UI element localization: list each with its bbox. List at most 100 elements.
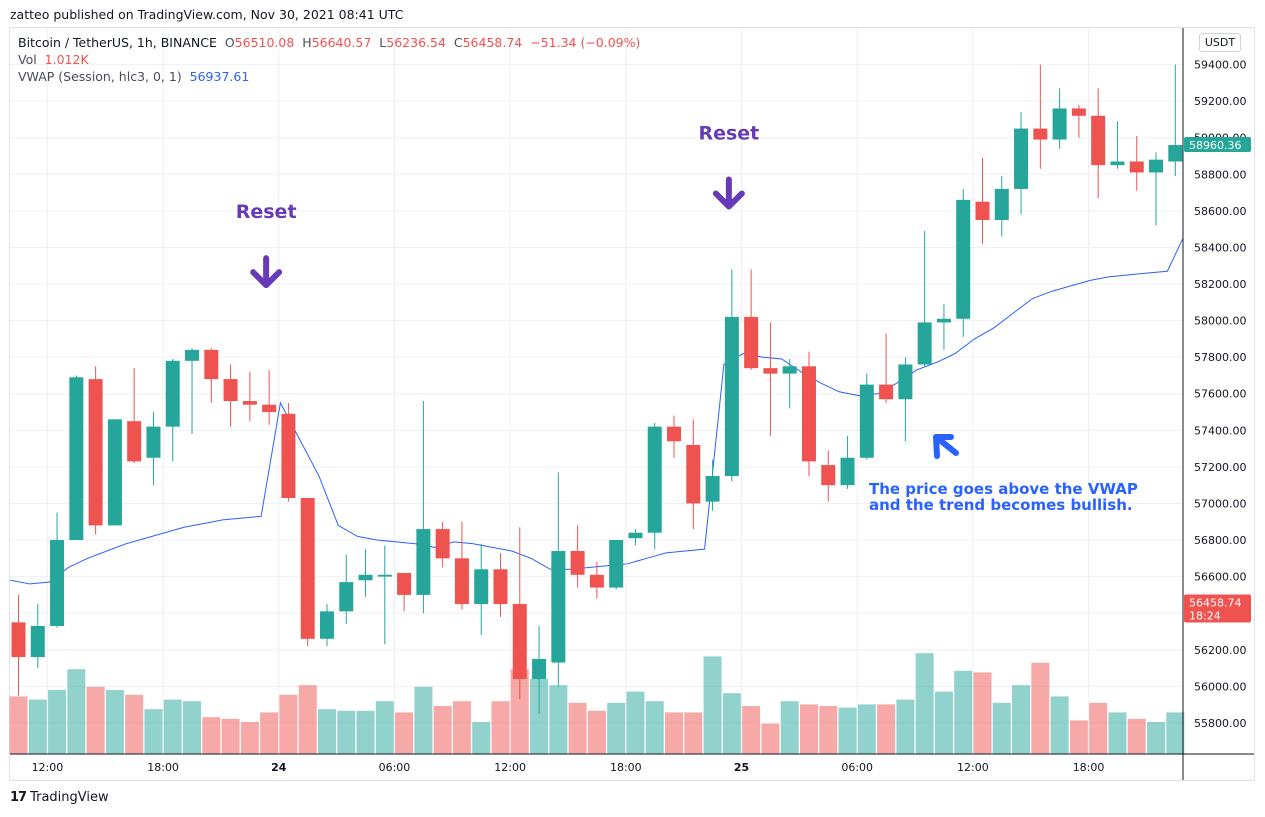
candle[interactable] [127, 368, 142, 464]
publish-info: zatteo published on TradingView.com, Nov… [10, 7, 404, 22]
candle[interactable] [532, 625, 547, 714]
candle[interactable] [1091, 88, 1106, 199]
candle[interactable] [898, 357, 913, 442]
candle[interactable] [647, 423, 662, 550]
candle[interactable] [589, 561, 604, 599]
candle[interactable] [262, 369, 277, 425]
candle-body [1014, 128, 1029, 189]
candle-body [859, 384, 874, 458]
x-tick-label: 25 [734, 761, 749, 774]
candle[interactable] [1033, 64, 1048, 169]
candle[interactable] [242, 371, 257, 422]
candle[interactable] [454, 521, 469, 610]
bullish-note-line: and the trend becomes bullish. [869, 496, 1133, 514]
y-tick-label: 55800.00 [1194, 717, 1247, 730]
candle[interactable] [493, 552, 508, 617]
candle[interactable] [1014, 112, 1029, 215]
candle[interactable] [821, 450, 836, 502]
candle[interactable] [744, 269, 759, 370]
candle[interactable] [763, 322, 778, 436]
candle[interactable] [165, 358, 180, 462]
candle[interactable] [185, 348, 200, 434]
candle[interactable] [956, 188, 971, 338]
candle[interactable] [435, 521, 450, 568]
candle[interactable] [551, 472, 566, 687]
candle[interactable] [512, 527, 527, 700]
candle-body [589, 574, 604, 588]
volume-bar [144, 709, 163, 754]
candle[interactable] [300, 497, 315, 647]
volume-bar [67, 669, 86, 754]
candle-body [127, 421, 142, 462]
candle[interactable] [801, 351, 816, 477]
candle[interactable] [705, 459, 720, 511]
vol-label[interactable]: Vol [18, 52, 37, 67]
candle[interactable] [879, 333, 894, 403]
volume-bar [279, 694, 298, 754]
volume-bar [125, 694, 144, 754]
candle[interactable] [628, 529, 643, 546]
candle[interactable] [917, 230, 932, 367]
volume-bar [48, 690, 67, 754]
candle[interactable] [1110, 121, 1125, 169]
candle[interactable] [397, 572, 412, 612]
volume-bar [703, 656, 722, 754]
volume-bar [857, 704, 876, 754]
candle[interactable] [223, 364, 238, 427]
candle[interactable] [281, 402, 296, 502]
candle[interactable] [1129, 135, 1144, 191]
volume-bar [28, 699, 47, 754]
candle[interactable] [416, 401, 431, 614]
candle[interactable] [570, 525, 585, 588]
candle[interactable] [1168, 64, 1183, 177]
candle[interactable] [107, 419, 122, 526]
candle[interactable] [994, 176, 1009, 237]
candle[interactable] [339, 554, 354, 625]
candle-body [377, 574, 392, 577]
candle[interactable] [609, 540, 624, 590]
candle[interactable] [50, 512, 65, 628]
candle[interactable] [724, 269, 739, 482]
volume-bar [86, 686, 105, 754]
candle-body [11, 622, 26, 658]
candle[interactable] [782, 358, 797, 409]
volume-bar [221, 718, 240, 754]
candle-body [956, 199, 971, 319]
y-tick-label: 57000.00 [1194, 497, 1247, 510]
candle[interactable] [840, 435, 855, 489]
y-tick-label: 58600.00 [1194, 205, 1247, 218]
volume-bar [163, 699, 182, 754]
candle-body [223, 379, 238, 402]
candle[interactable] [319, 604, 334, 647]
candle-body [358, 574, 373, 581]
candle[interactable] [146, 412, 161, 486]
currency-button[interactable]: USDT [1199, 33, 1241, 52]
candle[interactable] [358, 549, 373, 597]
candle[interactable] [88, 366, 103, 535]
candle[interactable] [859, 373, 874, 460]
symbol-name[interactable]: Bitcoin / TetherUS, 1h, BINANCE [18, 35, 217, 50]
candle[interactable] [474, 543, 489, 636]
candle[interactable] [1052, 88, 1067, 149]
candle[interactable] [936, 304, 951, 350]
volume-bar [105, 690, 124, 754]
candle[interactable] [377, 545, 392, 645]
candle-body [165, 360, 180, 427]
candle[interactable] [975, 157, 990, 244]
reset-arrow-icon [250, 255, 283, 289]
candle-body [1052, 108, 1067, 140]
candle[interactable] [667, 415, 682, 458]
candle[interactable] [204, 348, 219, 403]
candle[interactable] [1149, 152, 1164, 226]
candle[interactable] [1071, 104, 1086, 138]
candle[interactable] [30, 604, 45, 669]
vwap-label[interactable]: VWAP (Session, hlc3, 0, 1) [18, 69, 182, 84]
candle[interactable] [11, 594, 26, 696]
y-tick-label: 57400.00 [1194, 424, 1247, 437]
volume-bar [375, 701, 394, 754]
footer-brand[interactable]: 17 TradingView [10, 790, 109, 805]
candle[interactable] [686, 419, 701, 530]
candle[interactable] [69, 375, 84, 541]
volume-bar [240, 722, 259, 754]
